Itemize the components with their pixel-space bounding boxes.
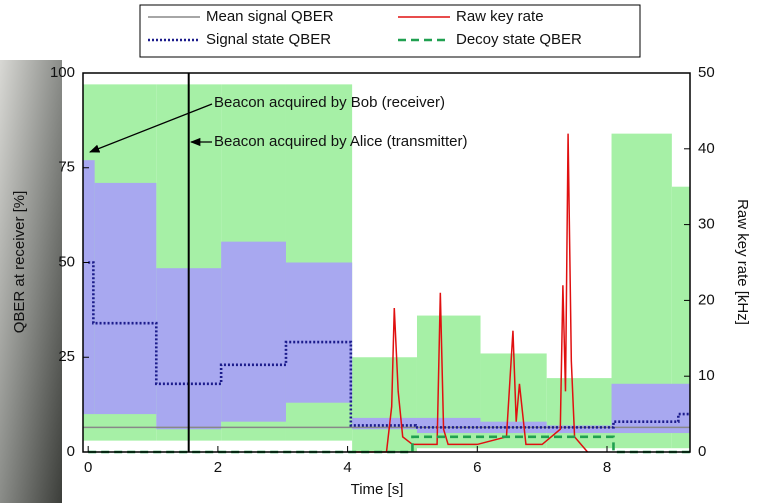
y-tick-label: 50 — [58, 253, 75, 270]
y-tick-label: 100 — [50, 64, 75, 81]
annotation: Beacon acquired by Alice (transmitter) — [214, 133, 467, 150]
band-segment — [352, 357, 417, 452]
y-axis-label: QBER at receiver [%] — [11, 191, 28, 334]
x-tick-label: 2 — [214, 459, 222, 476]
x-tick-label: 8 — [603, 459, 611, 476]
y2-tick-label: 40 — [698, 140, 715, 157]
band-segment — [221, 241, 286, 422]
y2-tick-label: 20 — [698, 291, 715, 308]
y2-tick-label: 10 — [698, 367, 715, 384]
arrow — [89, 103, 213, 153]
y-tick-label: 75 — [58, 159, 75, 176]
band-segment — [416, 417, 481, 434]
photo-fragment — [0, 60, 62, 503]
legend-label: Mean signal QBER — [206, 8, 334, 25]
band-segment — [671, 186, 690, 449]
legend-label: Decoy state QBER — [456, 31, 582, 48]
band-segment — [285, 262, 353, 403]
x-axis-label: Time [s] — [351, 481, 404, 498]
legend-label: Raw key rate — [456, 8, 544, 25]
legend-label: Signal state QBER — [206, 31, 331, 48]
band-segment — [546, 425, 612, 434]
annotation: Beacon acquired by Bob (receiver) — [214, 94, 445, 111]
y-tick-label: 0 — [67, 443, 75, 460]
y2-tick-label: 50 — [698, 64, 715, 81]
y2-axis-label: Raw key rate [kHz] — [734, 199, 751, 325]
band-segment — [611, 383, 690, 434]
x-tick-label: 0 — [84, 459, 92, 476]
series-line — [88, 261, 690, 429]
x-tick-label: 6 — [473, 459, 481, 476]
y2-tick-label: 30 — [698, 216, 715, 233]
band-segment — [352, 417, 417, 430]
y2-tick-label: 0 — [698, 443, 706, 460]
band-segment — [94, 182, 157, 415]
x-tick-label: 4 — [343, 459, 351, 476]
y-tick-label: 25 — [58, 348, 75, 365]
band-segment — [83, 160, 95, 415]
legend — [139, 4, 641, 58]
